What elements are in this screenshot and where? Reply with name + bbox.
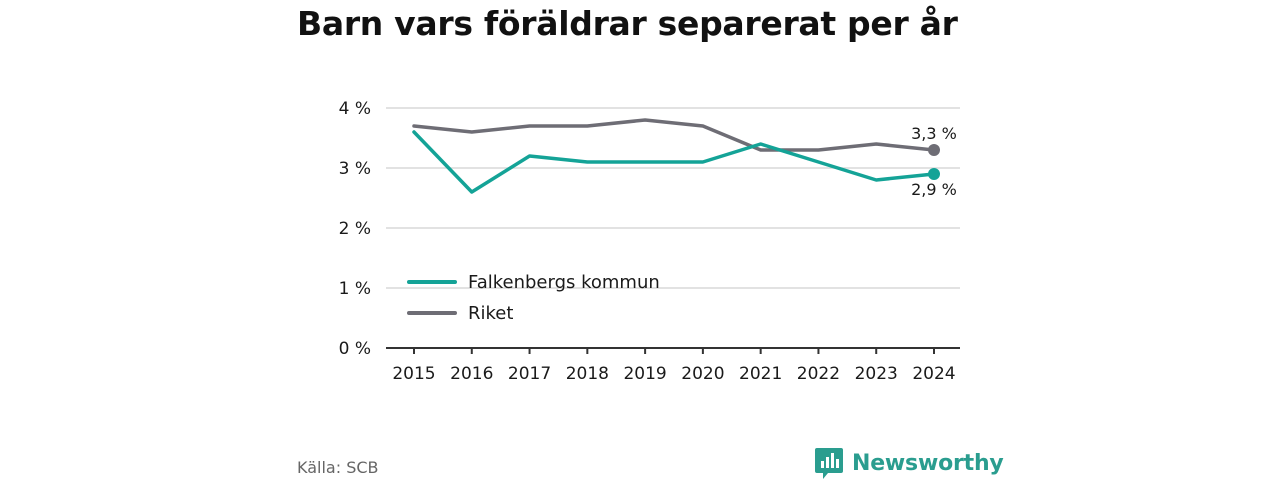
end-point-marker xyxy=(928,168,940,180)
end-point-marker xyxy=(928,144,940,156)
y-tick-label: 4 % xyxy=(339,99,371,119)
end-value-label: 2,9 % xyxy=(911,180,957,199)
x-tick-label: 2020 xyxy=(681,364,724,384)
x-tick-label: 2024 xyxy=(912,364,955,384)
y-tick-label: 3 % xyxy=(339,159,371,179)
series-line-falkenberg xyxy=(412,130,936,194)
legend-label: Falkenbergs kommun xyxy=(468,272,660,293)
x-tick-label: 2022 xyxy=(797,364,840,384)
source-note: Källa: SCB xyxy=(297,458,379,477)
chart-title: Barn vars föräldrar separerat per år xyxy=(297,4,958,43)
y-tick-label: 0 % xyxy=(339,339,371,359)
x-tick-label: 2021 xyxy=(739,364,782,384)
y-tick-label: 1 % xyxy=(339,279,371,299)
x-tick-label: 2023 xyxy=(855,364,898,384)
legend-label: Riket xyxy=(468,303,513,324)
brand-logo: Newsworthy xyxy=(814,446,1004,480)
x-tick-label: 2017 xyxy=(508,364,551,384)
newsworthy-logo-icon xyxy=(815,448,843,479)
x-tick-label: 2019 xyxy=(623,364,666,384)
end-value-label: 3,3 % xyxy=(911,124,957,143)
y-tick-label: 2 % xyxy=(339,219,371,239)
x-tick-label: 2015 xyxy=(392,364,435,384)
x-tick-label: 2016 xyxy=(450,364,493,384)
brand-name: Newsworthy xyxy=(852,450,1004,476)
series-line-riket xyxy=(412,118,936,152)
x-tick-label: 2018 xyxy=(566,364,609,384)
